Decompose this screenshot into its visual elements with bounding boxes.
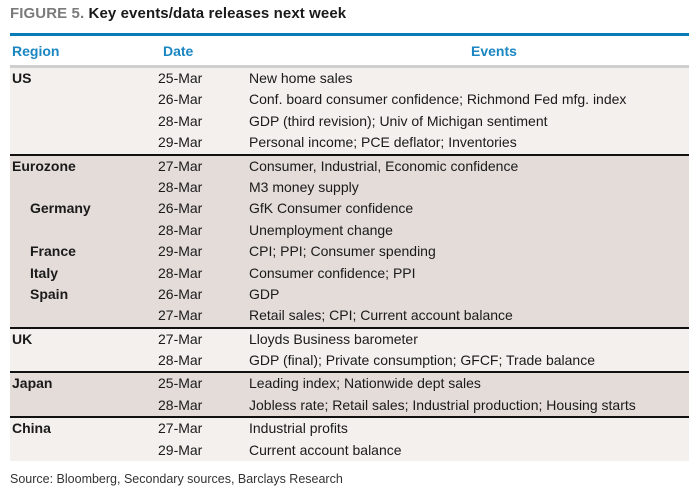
- event-cell: Leading index; Nationwide dept sales: [249, 375, 481, 392]
- group-japan: Japan 25-Mar Leading index; Nationwide d…: [10, 373, 689, 417]
- table-row: 28-Mar GDP (third revision); Univ of Mic…: [10, 111, 689, 132]
- group-separator: [10, 371, 689, 374]
- date-cell: 29-Mar: [158, 441, 203, 458]
- table-row: 27-Mar Retail sales; CPI; Current accoun…: [10, 305, 689, 326]
- events-table: Region Date Events US 25-Mar New home sa…: [10, 33, 689, 462]
- event-cell: M3 money supply: [249, 178, 359, 195]
- table-row: 29-Mar Current account balance: [10, 440, 689, 461]
- region-cell: France: [30, 243, 76, 260]
- table-row: China 27-Mar Industrial profits: [10, 418, 689, 439]
- region-cell: Japan: [12, 375, 53, 392]
- date-cell: 27-Mar: [158, 420, 203, 437]
- region-cell: Eurozone: [12, 157, 76, 174]
- column-header-region: Region: [12, 43, 60, 59]
- table-row: France 29-Mar CPI; PPI; Consumer spendin…: [10, 241, 689, 262]
- column-header-events: Events: [471, 43, 517, 59]
- date-cell: 27-Mar: [158, 307, 203, 324]
- table-row: UK 27-Mar Lloyds Business barometer: [10, 329, 689, 350]
- date-cell: 29-Mar: [158, 134, 203, 151]
- date-cell: 28-Mar: [158, 396, 203, 413]
- header-bottom-rule: [10, 65, 689, 68]
- date-cell: 27-Mar: [158, 157, 203, 174]
- column-header-date: Date: [163, 43, 194, 59]
- event-cell: Lloyds Business barometer: [249, 330, 418, 347]
- date-cell: 29-Mar: [158, 243, 203, 260]
- figure-title-text: Key events/data releases next week: [88, 5, 347, 22]
- figure-label: FIGURE 5.: [10, 5, 85, 22]
- event-cell: Retail sales; CPI; Current account balan…: [249, 307, 513, 324]
- date-cell: 28-Mar: [158, 221, 203, 238]
- event-cell: Industrial profits: [249, 420, 348, 437]
- table-row: Japan 25-Mar Leading index; Nationwide d…: [10, 373, 689, 394]
- event-cell: Consumer, Industrial, Economic confidenc…: [249, 157, 519, 174]
- region-cell: UK: [12, 330, 33, 347]
- group-china: China 27-Mar Industrial profits 29-Mar C…: [10, 418, 689, 462]
- event-cell: Unemployment change: [249, 221, 393, 238]
- region-cell: Spain: [30, 285, 69, 302]
- event-cell: GDP (final); Private consumption; GFCF; …: [249, 352, 595, 369]
- event-cell: GDP (third revision); Univ of Michigan s…: [249, 112, 548, 129]
- region-cell: US: [12, 70, 32, 86]
- table-row: Spain 26-Mar GDP: [10, 284, 689, 305]
- group-us: US 25-Mar New home sales 26-Mar Conf. bo…: [10, 68, 689, 154]
- table-row: 28-Mar Jobless rate; Retail sales; Indus…: [10, 395, 689, 416]
- date-cell: 26-Mar: [158, 200, 203, 217]
- date-cell: 25-Mar: [158, 70, 203, 86]
- table-row: 28-Mar GDP (final); Private consumption;…: [10, 350, 689, 371]
- event-cell: GDP: [249, 285, 280, 302]
- event-cell: Consumer confidence; PPI: [249, 264, 416, 281]
- event-cell: New home sales: [249, 70, 353, 86]
- event-cell: GfK Consumer confidence: [249, 200, 414, 217]
- group-separator: [10, 153, 689, 156]
- region-cell: Germany: [30, 200, 91, 217]
- source-note: Source: Bloomberg, Secondary sources, Ba…: [10, 472, 343, 486]
- date-cell: 25-Mar: [158, 375, 203, 392]
- table-row: Eurozone 27-Mar Consumer, Industrial, Ec…: [10, 156, 689, 177]
- event-cell: Jobless rate; Retail sales; Industrial p…: [249, 396, 636, 413]
- region-cell: China: [12, 420, 51, 437]
- figure-title: FIGURE 5. Key events/data releases next …: [10, 5, 346, 22]
- event-cell: Conf. board consumer confidence; Richmon…: [249, 91, 627, 108]
- table-row: 28-Mar Unemployment change: [10, 220, 689, 241]
- table-row: Italy 28-Mar Consumer confidence; PPI: [10, 263, 689, 284]
- date-cell: 27-Mar: [158, 330, 203, 347]
- table-header: Region Date Events: [10, 36, 689, 65]
- date-cell: 28-Mar: [158, 264, 203, 281]
- group-separator: [10, 416, 689, 419]
- date-cell: 26-Mar: [158, 285, 203, 302]
- date-cell: 28-Mar: [158, 112, 203, 129]
- event-cell: Current account balance: [249, 441, 402, 458]
- group-separator: [10, 326, 689, 329]
- date-cell: 28-Mar: [158, 352, 203, 369]
- event-cell: CPI; PPI; Consumer spending: [249, 243, 436, 260]
- region-cell: Italy: [30, 264, 59, 281]
- group-eurozone: Eurozone 27-Mar Consumer, Industrial, Ec…: [10, 155, 689, 327]
- table-row: US 25-Mar New home sales: [10, 68, 689, 89]
- table-row: 28-Mar M3 money supply: [10, 177, 689, 198]
- table-row: 26-Mar Conf. board consumer confidence; …: [10, 89, 689, 110]
- event-cell: Personal income; PCE deflator; Inventori…: [249, 134, 517, 151]
- date-cell: 26-Mar: [158, 91, 203, 108]
- date-cell: 28-Mar: [158, 178, 203, 195]
- table-row: Germany 26-Mar GfK Consumer confidence: [10, 198, 689, 219]
- header-top-rule: [10, 33, 689, 36]
- table-row: 29-Mar Personal income; PCE deflator; In…: [10, 132, 689, 153]
- group-uk: UK 27-Mar Lloyds Business barometer 28-M…: [10, 328, 689, 372]
